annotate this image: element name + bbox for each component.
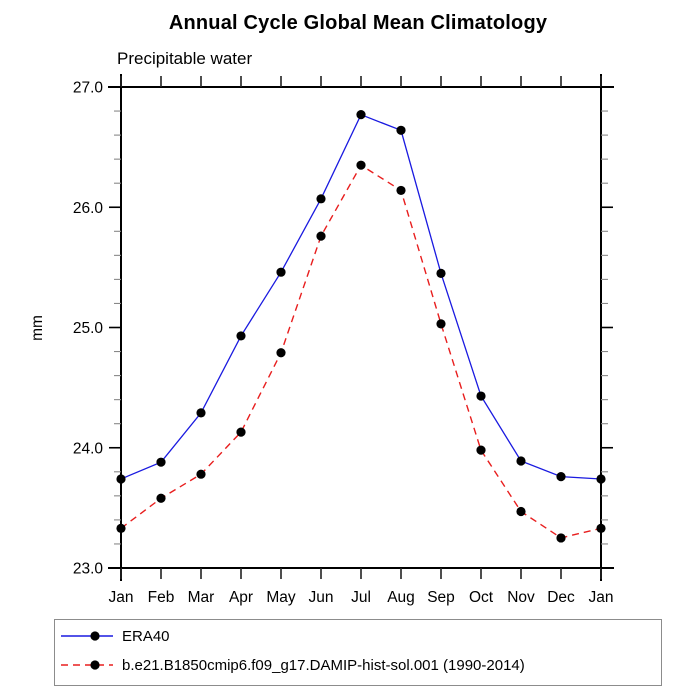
- x-tick-label: Aug: [387, 589, 415, 606]
- y-axis-label: mm: [29, 315, 46, 341]
- y-tick-label: 23.0: [73, 561, 104, 578]
- data-point-1-10: [516, 506, 526, 517]
- legend-box: ERA40 b.e21.B1850cmip6.f09_g17.DAMIP-his…: [54, 619, 662, 686]
- data-point-1-0: [116, 523, 126, 533]
- x-tick-label: Oct: [469, 589, 494, 606]
- x-tick-label: May: [266, 589, 296, 606]
- y-tick-label: 27.0: [73, 80, 104, 97]
- data-point-0-8: [436, 268, 446, 278]
- data-point-1-3: [236, 427, 246, 437]
- legend-line-sample-era40: [61, 631, 113, 641]
- legend-sample-marker: [90, 631, 100, 641]
- y-tick-label: 25.0: [73, 320, 104, 337]
- data-point-0-1: [156, 457, 166, 467]
- chart-title: Annual Cycle Global Mean Climatology: [168, 12, 548, 34]
- data-point-1-12: [596, 523, 606, 533]
- data-point-1-8: [436, 319, 446, 329]
- legend-sample-marker: [90, 660, 100, 670]
- y-tick-label: 26.0: [73, 200, 104, 217]
- data-point-0-0: [116, 474, 126, 484]
- data-point-0-10: [516, 456, 526, 466]
- data-point-0-4: [276, 267, 286, 277]
- data-point-1-1: [156, 493, 166, 503]
- data-point-1-5: [316, 231, 326, 241]
- x-tick-label: Jun: [309, 589, 334, 606]
- data-point-0-6: [356, 110, 366, 120]
- data-point-1-9: [476, 445, 486, 455]
- data-point-0-9: [476, 391, 486, 401]
- x-tick-label: Apr: [229, 589, 253, 606]
- data-point-0-12: [596, 474, 606, 484]
- y-tick-label: 24.0: [73, 440, 104, 457]
- x-tick-label: Nov: [507, 589, 535, 606]
- data-point-0-3: [236, 331, 246, 341]
- x-tick-label: Mar: [188, 589, 215, 606]
- x-tick-label: Jan: [589, 589, 614, 606]
- chart-subtitle: Precipitable water: [117, 49, 253, 68]
- data-point-0-7: [396, 125, 406, 135]
- x-tick-label: Feb: [148, 589, 175, 606]
- data-point-1-6: [356, 160, 366, 170]
- legend-label-model: b.e21.B1850cmip6.f09_g17.DAMIP-hist-sol.…: [122, 656, 525, 674]
- data-point-1-7: [396, 185, 406, 196]
- data-point-0-11: [556, 472, 566, 482]
- legend-line-sample-model: [61, 660, 113, 670]
- series-line-1: [120, 164, 602, 539]
- x-tick-label: Sep: [427, 589, 455, 606]
- x-tick-label: Dec: [547, 589, 575, 606]
- data-point-0-5: [316, 194, 326, 204]
- data-point-1-4: [276, 348, 286, 358]
- x-tick-label: Jan: [109, 589, 134, 606]
- legend-label-era40: ERA40: [122, 627, 170, 645]
- data-point-1-2: [196, 469, 206, 479]
- legend-entry-era40: ERA40: [59, 623, 170, 649]
- legend-entry-model: b.e21.B1850cmip6.f09_g17.DAMIP-hist-sol.…: [59, 652, 525, 678]
- data-point-1-11: [556, 533, 566, 543]
- data-point-0-2: [196, 408, 206, 418]
- x-tick-label: Jul: [351, 589, 371, 606]
